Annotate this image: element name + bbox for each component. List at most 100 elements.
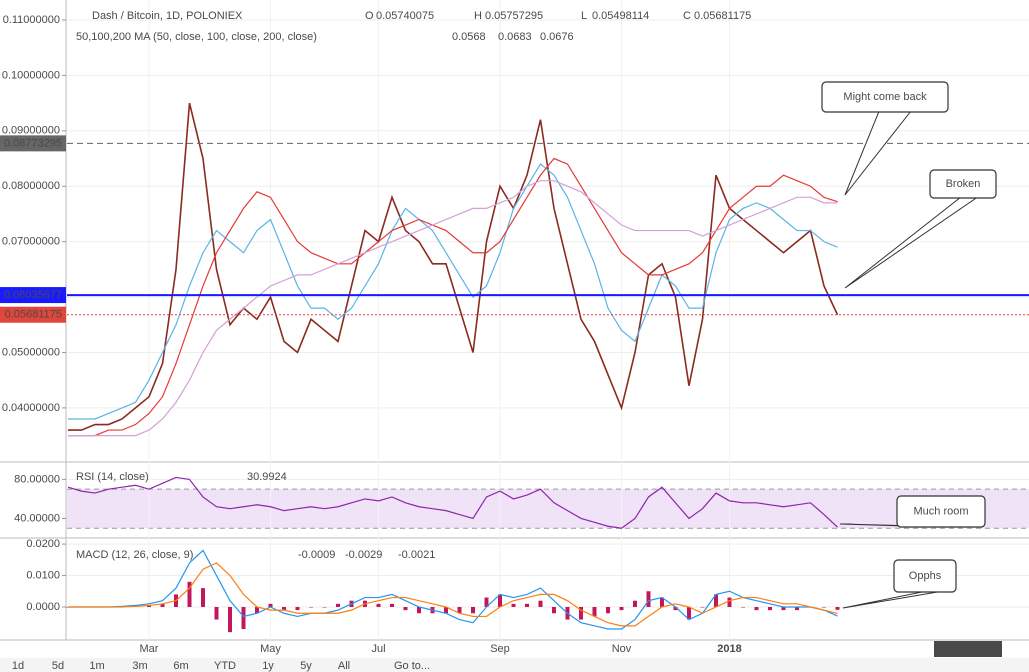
histogram-bar <box>741 606 745 608</box>
timeframe-button[interactable]: YTD <box>214 660 236 672</box>
ohlc-key: C <box>683 10 691 22</box>
ohlc-value: 0.05757295 <box>485 10 543 22</box>
histogram-bar <box>835 606 840 610</box>
x-tick-label: Nov <box>612 643 632 655</box>
callout-box <box>893 559 957 593</box>
callout-text: Much room <box>913 505 968 517</box>
histogram-bar <box>471 606 475 614</box>
x-tick-label: 2018 <box>717 643 741 655</box>
histogram-bar <box>241 606 246 629</box>
timeframe-button[interactable]: 1y <box>262 660 274 672</box>
timeframe-button[interactable]: 5y <box>300 660 312 672</box>
timeframe-button[interactable]: 1d <box>12 660 24 672</box>
chart-title: Dash / Bitcoin, 1D, POLONIEX <box>92 10 243 22</box>
x-tick-label: Jul <box>371 643 385 655</box>
histogram-bar <box>795 606 799 611</box>
timeframe-button[interactable]: 6m <box>173 660 188 672</box>
ohlc-key: H <box>474 10 482 22</box>
ma-legend-value: 0.0676 <box>540 31 574 43</box>
y-tick-label: 0.05000000 <box>2 346 60 358</box>
histogram-bar <box>700 606 705 608</box>
histogram-bar <box>228 606 232 633</box>
histogram-bar <box>633 600 637 607</box>
histogram-bar <box>714 594 718 607</box>
histogram-bar <box>619 606 624 611</box>
series-line <box>68 549 838 630</box>
y-tick-label: 0.04000000 <box>2 402 60 414</box>
macd-value: -0.0021 <box>398 549 435 561</box>
ohlc-value: 0.05681175 <box>694 10 751 22</box>
y-tick-label: 0.10000000 <box>2 69 60 81</box>
price-label-box <box>0 306 66 323</box>
macd-value: -0.0009 <box>298 549 335 561</box>
price-label: 0.06035877 <box>4 289 62 301</box>
histogram-bar <box>781 606 786 611</box>
histogram-bar <box>255 606 259 614</box>
rsi-band <box>67 489 1029 529</box>
ohlc-key: O <box>365 10 374 22</box>
x-tick-label: May <box>260 643 281 655</box>
y-tick-label: 0.09000000 <box>2 125 60 137</box>
histogram-bar <box>579 606 583 620</box>
price-label-box <box>0 135 66 152</box>
histogram-bar <box>403 606 408 611</box>
ma-legend-value: 0.0683 <box>498 31 532 43</box>
histogram-bar <box>214 606 219 620</box>
histogram-bar <box>295 606 300 611</box>
rsi-title: RSI (14, close) <box>76 471 149 483</box>
ohlc-value: 0.05740075 <box>376 10 434 22</box>
histogram-bar <box>309 606 313 608</box>
histogram-bar <box>457 606 462 614</box>
series-line <box>68 562 838 627</box>
histogram-bar <box>606 606 610 614</box>
histogram-bar <box>201 588 205 607</box>
histogram-bar <box>390 603 394 607</box>
histogram-bar <box>660 597 664 607</box>
y-tick-label: 0.11000000 <box>3 14 60 26</box>
y-tick-label: 0.0200 <box>26 538 60 550</box>
crosshair-label-box <box>934 641 1002 657</box>
y-tick-label: 40.00000 <box>14 512 60 524</box>
histogram-bar <box>322 606 327 608</box>
timeframe-button[interactable]: Go to... <box>394 660 430 672</box>
callout-text: Broken <box>946 178 981 190</box>
histogram-bar <box>444 606 448 614</box>
histogram-bar <box>687 606 691 620</box>
x-tick-label: Sep <box>490 643 510 655</box>
histogram-bar <box>673 606 678 611</box>
price-label-box <box>0 287 66 304</box>
ma-legend-value: 0.0568 <box>452 31 486 43</box>
macd-value: -0.0029 <box>345 549 382 561</box>
histogram-bar <box>498 594 502 607</box>
callout-text: Might come back <box>843 91 927 103</box>
y-tick-label: 0.0100 <box>26 569 60 581</box>
histogram-bar <box>336 603 340 607</box>
price-label: 0.08773295 <box>4 137 62 149</box>
histogram-bar <box>511 603 516 607</box>
y-tick-label: 80.00000 <box>14 473 60 485</box>
y-tick-label: 0.08000000 <box>2 180 60 192</box>
callout-box <box>896 495 986 528</box>
price-label: 0.05681175 <box>5 309 62 321</box>
series-line <box>68 102 839 431</box>
series-line <box>68 157 838 437</box>
timeframe-button[interactable]: 3m <box>132 660 147 672</box>
series-line <box>67 476 838 529</box>
ohlc-key: L <box>581 10 587 22</box>
ma-legend: 50,100,200 MA (50, close, 100, close, 20… <box>76 31 317 43</box>
timeframe-button[interactable]: 1m <box>89 660 104 672</box>
callout-box <box>821 81 949 113</box>
histogram-bar <box>282 606 286 611</box>
callout-text: Opphs <box>909 570 942 582</box>
histogram-bar <box>822 606 826 608</box>
histogram-bar <box>552 606 556 614</box>
timeframe-button[interactable]: 5d <box>52 660 64 672</box>
histogram-bar <box>147 605 151 607</box>
macd-title: MACD (12, 26, close, 9) <box>76 549 193 561</box>
histogram-bar <box>646 591 651 607</box>
timeframe-button[interactable]: All <box>338 660 350 672</box>
histogram-bar <box>538 600 543 607</box>
callout-box <box>929 169 997 199</box>
histogram-bar <box>268 603 273 607</box>
